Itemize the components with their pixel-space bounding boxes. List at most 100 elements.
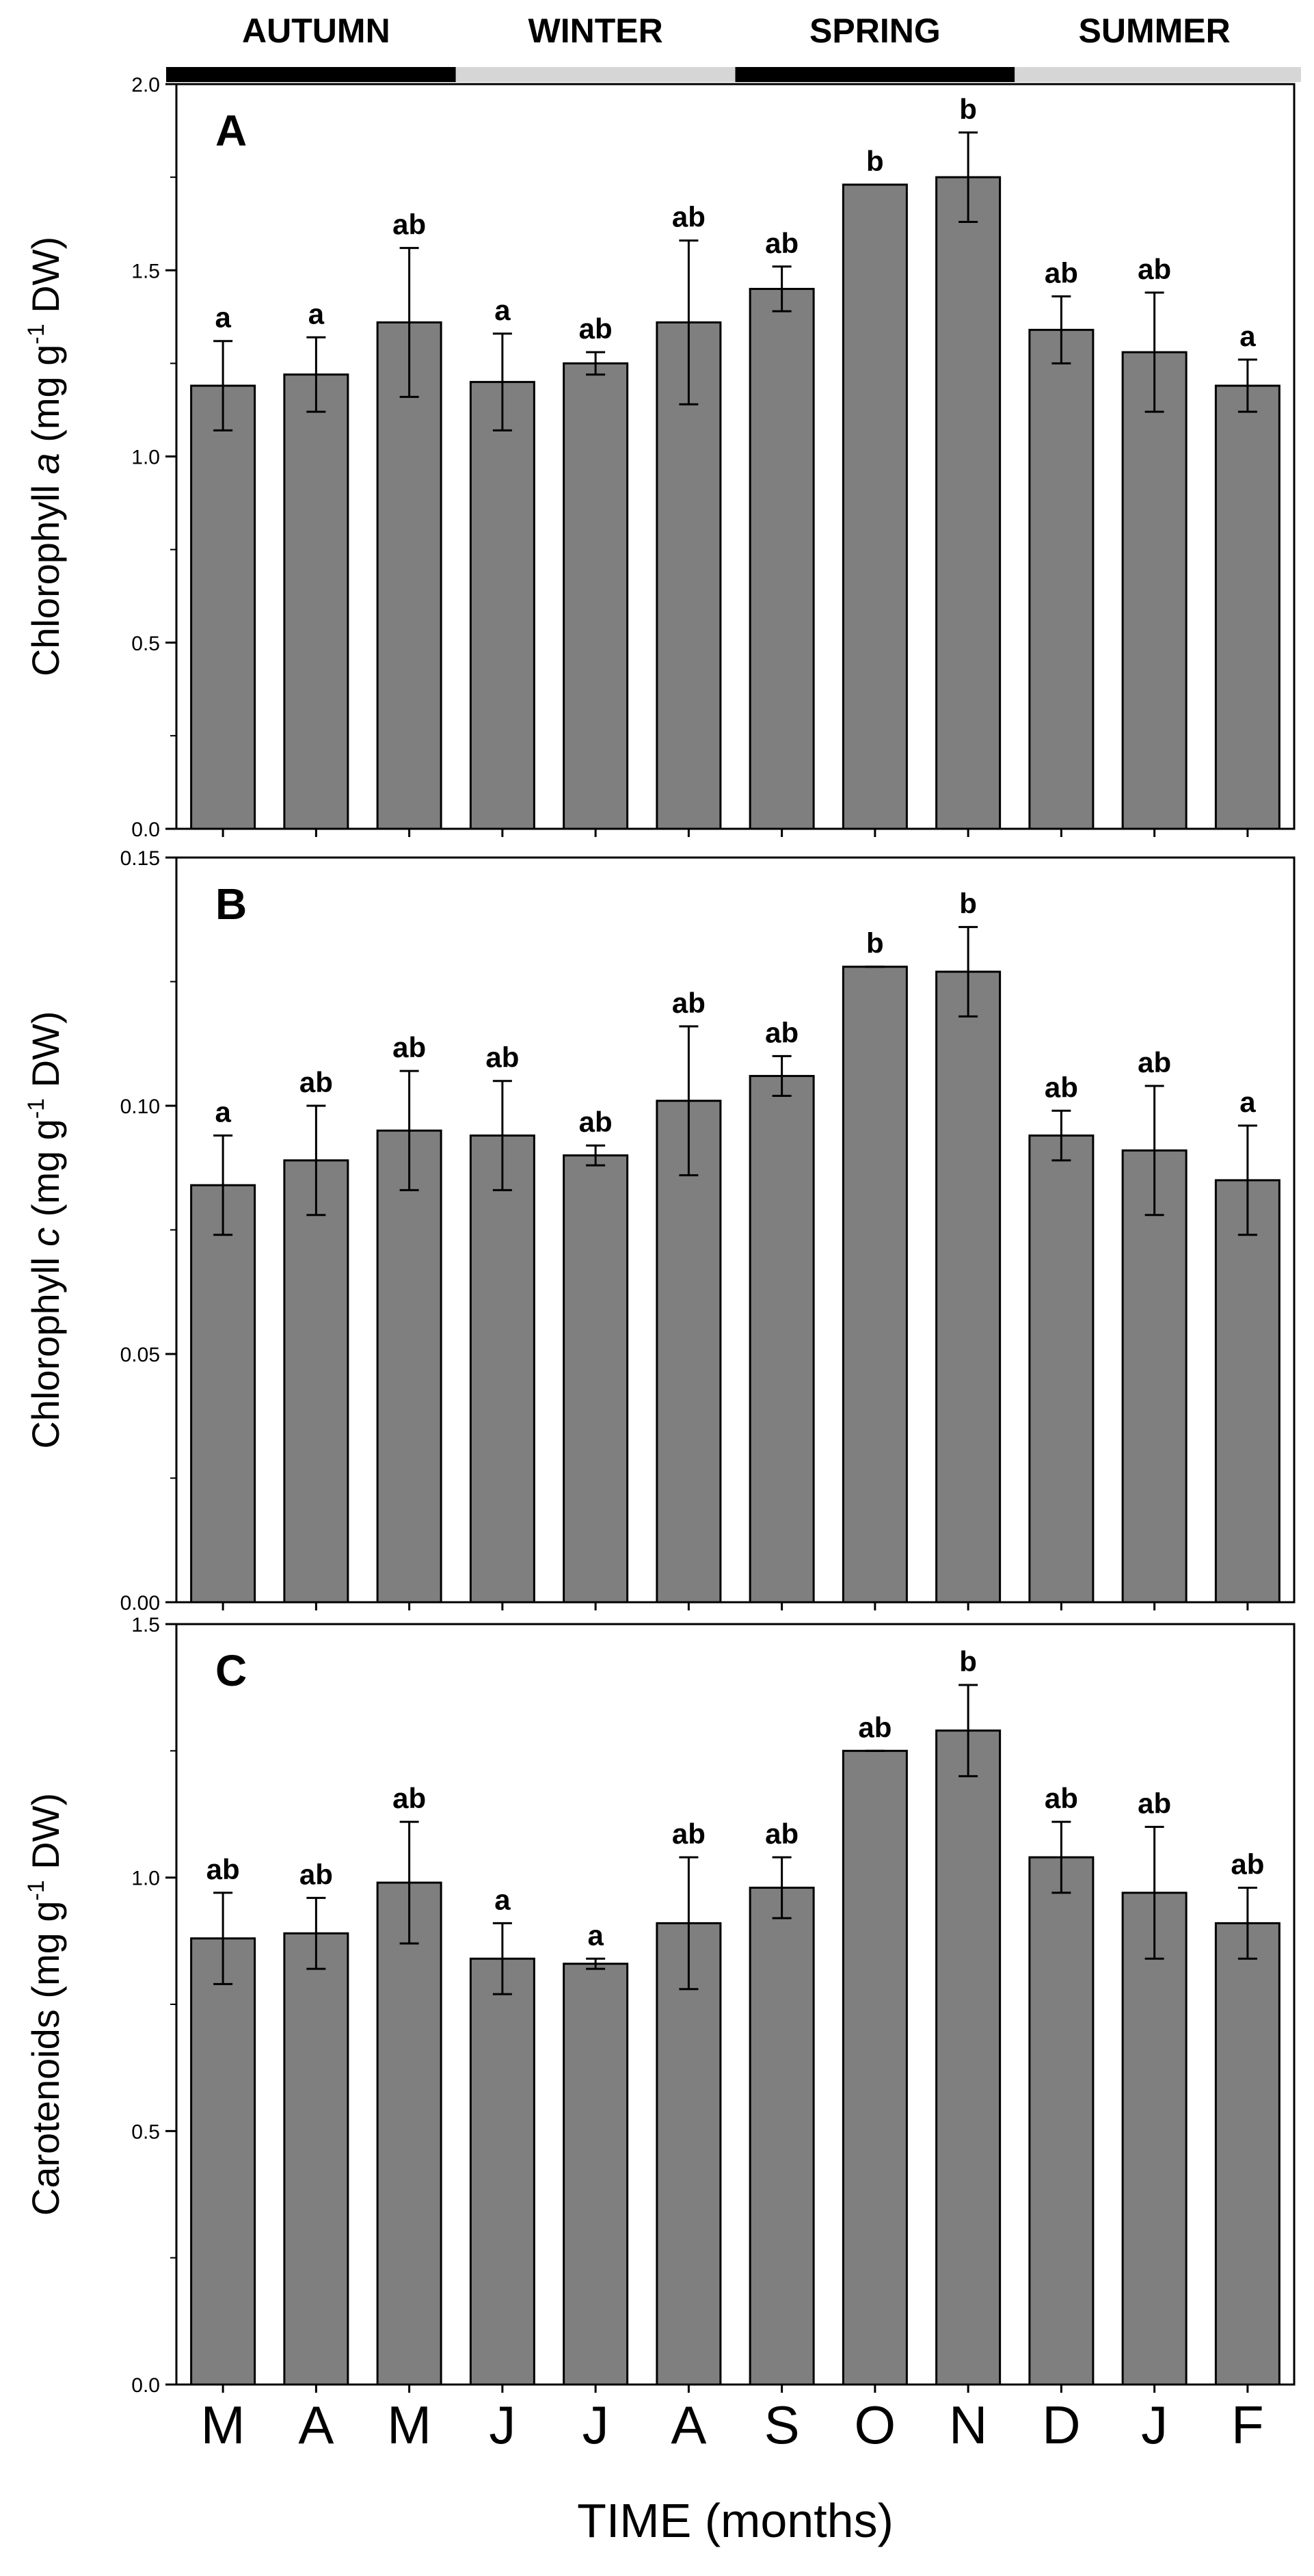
y-tick-label: 0.05 [120, 1344, 160, 1366]
significance-label: ab [392, 1031, 426, 1063]
y-axis-title-main: Carotenoids [24, 2009, 67, 2216]
significance-label: a [587, 1919, 604, 1951]
bar-c-6 [749, 1886, 815, 2386]
significance-label: a [494, 294, 511, 326]
significance-label: a [1239, 320, 1256, 352]
significance-label: ab [392, 1782, 426, 1814]
y-axis-title: Chlorophyll a (mg g-1 DW) [23, 237, 67, 676]
panel-b: 0.00 0.05 0.10 0.15 a ab ab ab ab ab ab b b ab ab a B Chl… [23, 847, 1296, 1615]
y-axis-title-superscript: -1 [23, 1880, 49, 1900]
y-tick-label: 0.0 [131, 819, 160, 841]
season-bar-spring [735, 67, 1015, 82]
panel-letter: B [215, 879, 247, 929]
bar-a-3 [469, 381, 535, 830]
y-axis-title-main: Chlorophyll [24, 474, 67, 676]
significance-label: ab [206, 1853, 240, 1885]
bar-a-0 [190, 384, 256, 830]
y-tick-label: 0.0 [131, 2374, 160, 2397]
y-axis-title: Chlorophyll c (mg g-1 DW) [23, 1011, 67, 1448]
significance-label: ab [765, 1016, 799, 1048]
y-axis-title-superscript: -1 [23, 323, 49, 344]
y-tick-label: 1.0 [131, 447, 160, 469]
significance-label: ab [485, 1041, 519, 1074]
significance-label: ab [1138, 253, 1171, 285]
bar-a-8 [935, 176, 1002, 830]
bar-b-0 [190, 1184, 256, 1604]
significance-label: ab [672, 201, 706, 233]
month-label: F [1231, 2395, 1264, 2455]
y-axis-title-unit: (mg g [24, 1119, 67, 1227]
bar-c-5 [656, 1922, 722, 2386]
month-label: N [949, 2395, 987, 2455]
month-label: A [671, 2395, 706, 2455]
bar-a-10 [1121, 351, 1188, 830]
significance-label: b [959, 93, 977, 125]
significance-label: ab [1231, 1848, 1264, 1880]
season-bar-summer [1015, 67, 1301, 82]
bar-a-7 [842, 183, 908, 830]
y-tick-label: 1.5 [131, 260, 160, 282]
y-axis-title-unit: (mg g [24, 345, 67, 453]
bar-a-4 [563, 362, 629, 830]
significance-label: a [494, 1883, 511, 1915]
significance-label: ab [672, 1818, 706, 1850]
significance-label: a [1239, 1086, 1256, 1118]
bar-b-9 [1028, 1134, 1095, 1604]
significance-label: ab [1045, 256, 1078, 289]
y-axis-title-variable: c [24, 1227, 67, 1247]
bar-b-10 [1121, 1149, 1188, 1604]
bar-b-7 [842, 966, 908, 1604]
month-label: J [489, 2395, 515, 2455]
significance-label: ab [1045, 1782, 1078, 1814]
bar-b-5 [656, 1100, 722, 1604]
y-tick-label: 1.5 [131, 1614, 160, 1636]
y-axis-title-suffix: DW) [24, 1793, 67, 1881]
significance-label: b [866, 145, 884, 177]
significance-label: ab [1045, 1071, 1078, 1103]
significance-label: ab [1138, 1046, 1171, 1078]
significance-label: ab [299, 1066, 333, 1098]
season-label-spring: SPRING [809, 12, 941, 50]
bar-a-1 [283, 373, 349, 830]
bar-b-6 [749, 1074, 815, 1604]
season-label-autumn: AUTUMN [242, 12, 390, 50]
season-label-winter: WINTER [528, 12, 663, 50]
y-tick-label: 1.0 [131, 1868, 160, 1890]
month-label: D [1042, 2395, 1080, 2455]
month-label: S [764, 2395, 800, 2455]
y-tick-label: 0.15 [120, 847, 160, 870]
bar-b-11 [1214, 1179, 1281, 1604]
y-tick-label: 0.5 [131, 633, 160, 655]
season-bar-winter [455, 67, 736, 82]
bar-c-1 [283, 1932, 349, 2386]
significance-label: b [959, 1645, 977, 1677]
panel-letter: C [215, 1646, 247, 1695]
month-label: M [201, 2395, 245, 2455]
significance-label: a [215, 302, 231, 334]
bar-a-6 [749, 287, 815, 830]
significance-label: ab [579, 1106, 613, 1138]
bar-c-2 [376, 1881, 442, 2386]
significance-label: b [959, 888, 977, 920]
x-axis-title: TIME (months) [577, 2494, 894, 2547]
y-axis-title-suffix: DW) [24, 237, 67, 324]
bar-c-8 [935, 1729, 1002, 2386]
season-band: AUTUMN WINTER SPRING SUMMER [166, 12, 1301, 82]
bar-c-3 [469, 1957, 535, 2386]
month-label: A [298, 2395, 334, 2455]
y-tick-label: 0.10 [120, 1096, 160, 1118]
bar-c-0 [190, 1937, 256, 2386]
bar-b-1 [283, 1159, 349, 1604]
significance-label: ab [858, 1711, 891, 1743]
bar-a-11 [1214, 384, 1281, 830]
month-label: J [1141, 2395, 1168, 2455]
significance-label: b [866, 927, 884, 959]
y-tick-label: 0.5 [131, 2121, 160, 2143]
month-label: O [855, 2395, 896, 2455]
y-tick-label: 0.00 [120, 1592, 160, 1615]
significance-label: a [308, 297, 325, 330]
significance-label: ab [1138, 1788, 1171, 1820]
y-axis-title: Carotenoids (mg g-1 DW) [23, 1793, 67, 2216]
